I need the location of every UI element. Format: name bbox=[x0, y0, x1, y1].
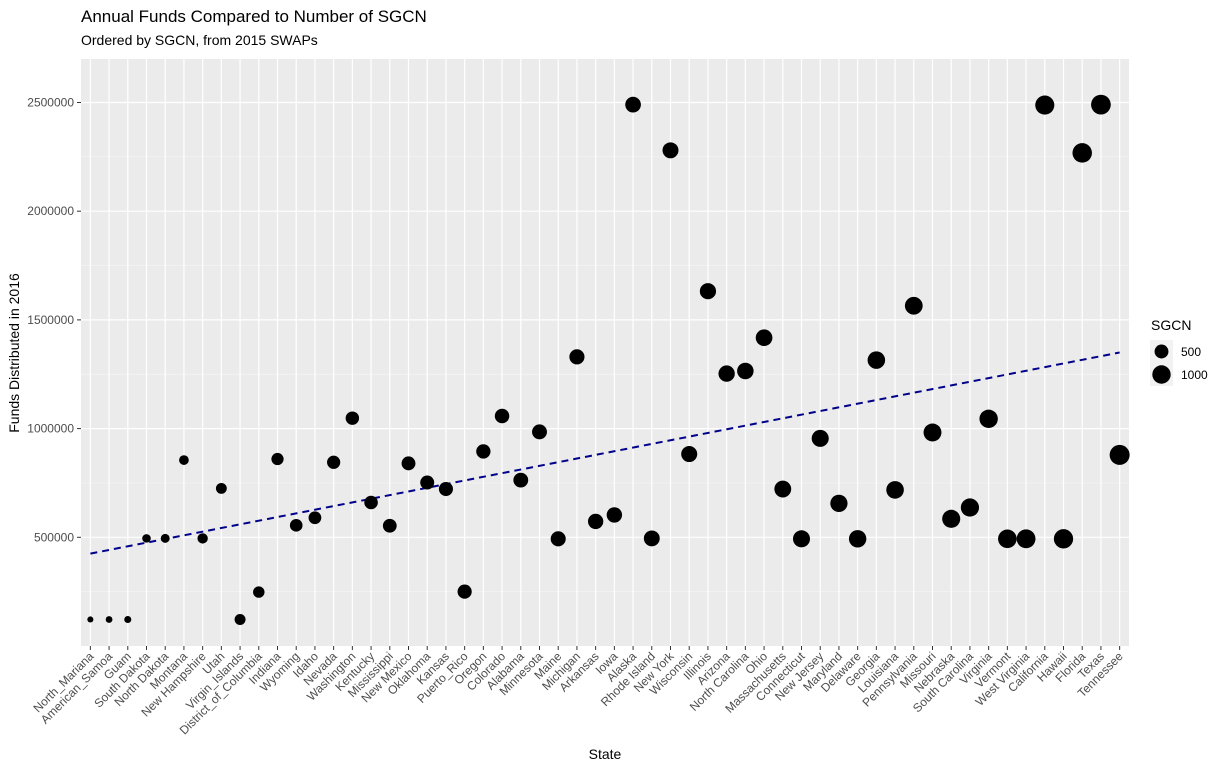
grid-major bbox=[81, 59, 1129, 646]
data-point bbox=[886, 481, 904, 499]
data-point bbox=[923, 423, 942, 442]
data-point bbox=[960, 498, 980, 517]
grid-minor bbox=[81, 156, 1129, 592]
data-point bbox=[215, 482, 227, 494]
data-point bbox=[142, 534, 151, 543]
data-point bbox=[1053, 529, 1074, 549]
data-point bbox=[1072, 143, 1092, 163]
data-point bbox=[569, 349, 585, 365]
data-point bbox=[979, 409, 998, 429]
data-point bbox=[532, 424, 547, 440]
data-point bbox=[87, 616, 94, 623]
data-point bbox=[179, 455, 189, 465]
legend-key bbox=[1152, 365, 1171, 384]
data-point bbox=[830, 494, 848, 513]
data-point bbox=[327, 455, 341, 469]
data-point bbox=[587, 513, 604, 530]
data-point bbox=[662, 142, 679, 159]
chart-subtitle: Ordered by SGCN, from 2015 SWAPs bbox=[81, 32, 318, 48]
data-point bbox=[1035, 95, 1055, 115]
data-point bbox=[737, 362, 754, 380]
data-point bbox=[1091, 94, 1111, 115]
data-point bbox=[1109, 444, 1130, 465]
legend: SGCN 500 1000 bbox=[1150, 317, 1208, 386]
data-point bbox=[253, 586, 265, 598]
x-axis-title: State bbox=[589, 746, 622, 762]
data-point bbox=[289, 519, 303, 532]
data-point bbox=[160, 533, 170, 543]
legend-label: 500 bbox=[1181, 345, 1201, 359]
y-tick-label: 2500000 bbox=[27, 95, 74, 109]
data-point bbox=[105, 616, 113, 623]
y-tick-label: 1500000 bbox=[27, 313, 74, 327]
data-point bbox=[308, 511, 322, 525]
legend-label: 1000 bbox=[1181, 368, 1208, 382]
plot-panel bbox=[81, 59, 1129, 646]
data-point bbox=[124, 615, 132, 624]
data-point bbox=[345, 411, 360, 425]
data-point bbox=[401, 456, 416, 471]
data-point bbox=[811, 429, 829, 447]
legend-key bbox=[1154, 344, 1169, 359]
data-point bbox=[792, 530, 811, 548]
data-point bbox=[197, 533, 208, 544]
data-point bbox=[438, 481, 453, 497]
y-tick-label: 2000000 bbox=[27, 204, 74, 218]
chart-title: Annual Funds Compared to Number of SGCN bbox=[81, 7, 427, 26]
data-point bbox=[234, 613, 246, 625]
data-point bbox=[718, 365, 735, 382]
data-point bbox=[1016, 529, 1036, 549]
data-point bbox=[681, 445, 698, 463]
data-point bbox=[904, 296, 923, 315]
data-point bbox=[364, 495, 378, 510]
trend-layer bbox=[90, 351, 1120, 555]
data-point bbox=[550, 531, 566, 547]
data-point bbox=[942, 509, 961, 528]
y-tick-label: 1000000 bbox=[27, 422, 74, 436]
y-axis: 500000 1000000 1500000 2000000 2500000 bbox=[27, 95, 81, 544]
data-point bbox=[699, 283, 717, 300]
data-point bbox=[998, 529, 1017, 549]
data-point bbox=[774, 480, 792, 498]
data-point bbox=[625, 96, 641, 113]
data-point bbox=[476, 444, 491, 459]
y-axis-title: Funds Distributed in 2016 bbox=[6, 273, 22, 433]
data-point bbox=[848, 530, 867, 548]
data-point bbox=[867, 351, 886, 369]
data-point bbox=[643, 530, 660, 547]
points-layer bbox=[87, 94, 1130, 625]
data-point bbox=[606, 507, 623, 523]
data-point bbox=[382, 518, 397, 533]
data-point bbox=[755, 329, 773, 347]
data-point bbox=[420, 475, 435, 490]
y-tick-label: 500000 bbox=[34, 530, 74, 544]
data-point bbox=[457, 584, 472, 599]
data-point bbox=[271, 452, 284, 466]
data-point bbox=[513, 472, 529, 488]
legend-title: SGCN bbox=[1151, 317, 1191, 333]
trend-line bbox=[90, 351, 1120, 555]
data-point bbox=[494, 408, 510, 424]
